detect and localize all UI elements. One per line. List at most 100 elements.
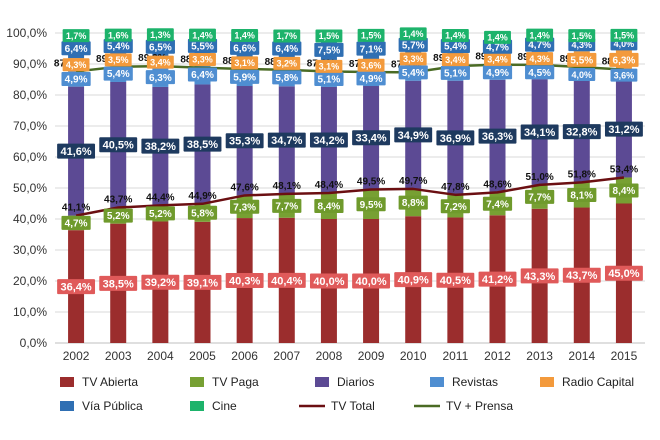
data-label: 40,0% — [313, 276, 344, 288]
data-label-3: 6,4% — [187, 67, 218, 82]
data-label: 1,4% — [192, 30, 213, 40]
data-label-3: 4,0% — [568, 68, 596, 82]
data-label: 8,1% — [570, 191, 593, 202]
data-label: 43,7% — [566, 270, 597, 282]
data-label-bg — [394, 127, 433, 143]
data-label-1: 8,8% — [398, 195, 428, 210]
legend-swatch — [430, 377, 444, 387]
data-label: 4,7% — [528, 40, 551, 51]
data-label-bg — [440, 65, 470, 80]
data-label-2: 33,4% — [352, 130, 391, 146]
data-label-bg — [567, 52, 597, 67]
data-label-3: 4,9% — [356, 71, 386, 86]
data-label-bg — [525, 65, 555, 80]
data-label: 4,0% — [614, 39, 635, 49]
data-label-bg — [267, 132, 306, 148]
data-label-2: 35,3% — [225, 133, 264, 149]
data-label-bg — [352, 273, 391, 289]
data-label: 1,4% — [403, 29, 424, 39]
line-label: 53,4% — [610, 164, 638, 175]
data-label: 45,0% — [608, 268, 639, 280]
data-label-bg — [562, 124, 601, 140]
data-label-bg — [103, 39, 133, 54]
data-label: 34,1% — [524, 127, 555, 139]
legend-label: Revistas — [452, 375, 498, 389]
data-label-4: 5,5% — [567, 52, 597, 67]
data-label: 3,6% — [614, 70, 635, 80]
data-label-5: 7,1% — [356, 41, 386, 56]
data-label-1: 9,5% — [356, 197, 386, 212]
data-label-1: 7,7% — [525, 189, 555, 204]
y-tick-label: 10,0% — [13, 305, 47, 319]
data-label: 5,2% — [107, 211, 130, 222]
line-label: 51,8% — [568, 169, 596, 180]
y-tick-label: 0,0% — [20, 336, 48, 350]
data-label-bg — [398, 195, 428, 210]
data-label: 40,0% — [355, 276, 386, 288]
data-labels: 36,4% 4,7% 41,6% 4,9% 4,3% 6,4% 1,7% 38,5% 5,2% 4… — [57, 27, 643, 295]
data-label: 4,3% — [572, 40, 593, 50]
data-label: 1,4% — [487, 33, 508, 43]
data-label: 38,5% — [187, 139, 218, 151]
x-tick-label: 2007 — [273, 349, 300, 363]
data-label: 7,7% — [275, 201, 298, 212]
data-label-bg — [314, 72, 344, 87]
data-label-bg — [478, 128, 517, 144]
data-label-2: 34,9% — [394, 127, 433, 143]
data-label: 5,9% — [233, 72, 256, 83]
data-label: 5,4% — [107, 42, 130, 53]
data-label: 6,4% — [275, 44, 298, 55]
data-label-3: 5,1% — [440, 65, 470, 80]
data-label: 4,9% — [65, 75, 88, 86]
data-label-bg — [356, 197, 386, 212]
data-label: 1,5% — [614, 31, 635, 41]
x-tick-label: 2005 — [189, 349, 216, 363]
legend-swatch — [540, 377, 554, 387]
data-label-bg — [478, 271, 517, 287]
data-label-bg — [273, 56, 301, 70]
data-label-6: 1,7% — [62, 29, 90, 43]
data-label-3: 6,3% — [145, 70, 175, 85]
x-tick-label: 2011 — [442, 349, 468, 363]
data-label: 8,4% — [613, 186, 636, 197]
data-label-bg — [141, 274, 180, 290]
data-label: 1,4% — [234, 31, 255, 41]
data-label-bg — [356, 71, 386, 86]
data-label-bg — [272, 198, 302, 213]
line-label: 48,6% — [483, 179, 511, 190]
data-label-bg — [352, 130, 391, 146]
data-label-bg — [225, 133, 264, 149]
data-label-bg — [146, 55, 174, 69]
data-label: 8,4% — [318, 202, 341, 213]
data-label-0: 40,4% — [267, 272, 306, 288]
data-label-6: 1,6% — [104, 28, 132, 42]
y-tick-label: 50,0% — [13, 181, 47, 195]
data-label-2: 36,9% — [436, 130, 475, 146]
data-label-bg — [230, 199, 260, 214]
data-label: 7,2% — [444, 202, 467, 213]
data-label-bg — [146, 28, 174, 42]
data-label-bg — [398, 37, 428, 52]
y-tick-label: 100,0% — [6, 26, 47, 40]
data-label: 36,3% — [482, 131, 513, 143]
data-label-6: 1,3% — [146, 28, 174, 42]
data-label-4: 3,1% — [315, 59, 343, 73]
legend-item: Cine — [190, 399, 237, 413]
line-label: 44,9% — [188, 191, 216, 202]
data-label-bg — [441, 28, 469, 42]
data-label: 3,3% — [403, 54, 424, 64]
data-label-bg — [189, 28, 216, 42]
data-label: 38,2% — [145, 141, 176, 153]
data-label: 38,5% — [103, 278, 134, 290]
data-label-bg — [61, 41, 91, 56]
data-label-bg — [187, 67, 218, 82]
data-label-bg — [103, 208, 133, 223]
data-label-bg — [567, 187, 597, 202]
legend-label: TV Abierta — [82, 375, 138, 389]
x-tick-label: 2015 — [611, 349, 638, 363]
data-label: 1,5% — [572, 31, 593, 41]
data-label-1: 7,7% — [272, 198, 302, 213]
data-label-5: 6,4% — [272, 41, 302, 56]
legend-label: Vía Pública — [82, 399, 143, 413]
data-label-0: 40,3% — [225, 273, 264, 289]
